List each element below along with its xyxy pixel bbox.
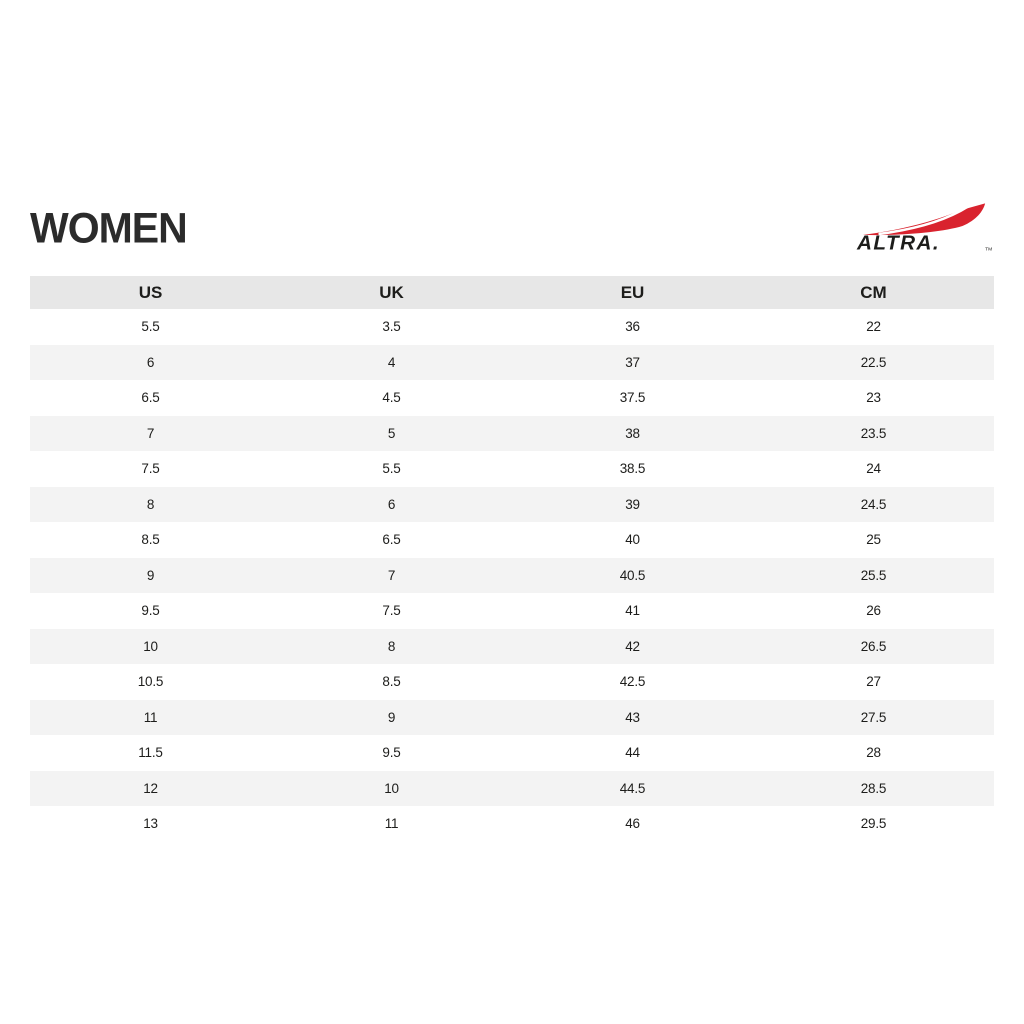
size-cell-eu: 42.5 [619, 674, 646, 690]
altra-trademark: TM [985, 247, 992, 253]
size-cell-uk: 7.5 [382, 603, 401, 619]
table-row: 5.5 3.5 36 22 [30, 309, 994, 345]
size-cell-cm: 25.5 [753, 557, 994, 593]
size-table-body: 5.5 3.5 36 22 6 4 37 22.5 6.5 4.5 37.5 23 7 5 38 23.5 7.… [30, 309, 994, 842]
size-cell-cm: 27.5 [753, 699, 994, 735]
table-row: 8 6 39 24.5 [30, 486, 994, 522]
table-row: 11.5 9.5 44 28 [30, 735, 994, 771]
size-cell-us: 7.5 [141, 461, 160, 477]
size-cell-eu: 42 [512, 628, 753, 664]
table-row: 10 8 42 26.5 [30, 628, 994, 664]
size-cell-us: 9.5 [141, 603, 160, 619]
size-cell-eu: 46 [625, 816, 640, 832]
size-cell-cm: 28.5 [753, 770, 994, 806]
size-cell-eu: 38 [512, 415, 753, 451]
size-cell-uk: 9 [271, 699, 512, 735]
size-cell-uk: 5.5 [382, 461, 401, 477]
size-cell-us: 10.5 [137, 674, 164, 690]
size-cell-us: 7 [30, 415, 271, 451]
size-cell-eu: 39 [512, 486, 753, 522]
table-row: 6 4 37 22.5 [30, 344, 994, 380]
size-cell-us: 8 [30, 486, 271, 522]
size-cell-uk: 6 [271, 486, 512, 522]
size-cell-us: 11 [30, 699, 271, 735]
size-cell-uk: 7 [271, 557, 512, 593]
size-cell-uk: 8.5 [382, 674, 401, 690]
size-cell-uk: 10 [271, 770, 512, 806]
size-cell-us: 6 [30, 344, 271, 380]
size-cell-cm: 23.5 [753, 415, 994, 451]
table-row: 6.5 4.5 37.5 23 [30, 380, 994, 416]
size-cell-cm: 23 [866, 390, 881, 406]
size-cell-cm: 26.5 [753, 628, 994, 664]
size-cell-us: 9 [30, 557, 271, 593]
size-cell-us: 10 [30, 628, 271, 664]
size-cell-cm: 24 [866, 461, 881, 477]
size-cell-cm: 24.5 [753, 486, 994, 522]
table-row: 11 9 43 27.5 [30, 699, 994, 735]
size-conversion-table: US UK EU CM 5.5 3.5 36 22 6 4 37 22.5 6.5 4.5 37.5 23 7… [30, 276, 994, 842]
size-cell-cm: 29.5 [860, 816, 887, 832]
size-cell-us: 5.5 [141, 319, 160, 335]
size-cell-cm: 26 [866, 603, 881, 619]
size-cell-eu: 37 [512, 344, 753, 380]
size-cell-uk: 3.5 [382, 319, 401, 335]
size-cell-us: 11.5 [138, 745, 163, 761]
size-cell-us: 12 [30, 770, 271, 806]
size-cell-eu: 41 [625, 603, 640, 619]
size-cell-eu: 36 [625, 319, 640, 335]
altra-logo: ALTRA. TM [856, 203, 992, 254]
size-table-head: US UK EU CM [30, 276, 994, 309]
size-cell-cm: 22 [866, 319, 881, 335]
column-header-uk: UK [271, 276, 512, 309]
table-row: 13 11 46 29.5 [30, 806, 994, 842]
size-cell-cm: 22.5 [753, 344, 994, 380]
size-cell-uk: 5 [271, 415, 512, 451]
chart-header: WOMEN ALTRA. TM [30, 203, 994, 254]
size-cell-us: 13 [143, 816, 158, 832]
table-row: 10.5 8.5 42.5 27 [30, 664, 994, 700]
table-row: 12 10 44.5 28.5 [30, 770, 994, 806]
size-cell-uk: 4 [271, 344, 512, 380]
column-header-cm: CM [753, 276, 994, 309]
size-cell-eu: 44.5 [512, 770, 753, 806]
altra-wordmark: ALTRA. [856, 232, 940, 254]
column-header-us: US [30, 276, 271, 309]
column-header-eu: EU [512, 276, 753, 309]
size-cell-us: 6.5 [141, 390, 160, 406]
size-cell-uk: 4.5 [382, 390, 401, 406]
size-cell-uk: 6.5 [382, 532, 401, 548]
altra-swoosh-icon [862, 203, 986, 236]
size-cell-eu: 38.5 [619, 461, 646, 477]
table-row: 7 5 38 23.5 [30, 415, 994, 451]
table-row: 9 7 40.5 25.5 [30, 557, 994, 593]
size-cell-cm: 28 [866, 745, 881, 761]
table-header-row: US UK EU CM [30, 276, 994, 309]
size-cell-uk: 8 [271, 628, 512, 664]
size-cell-eu: 37.5 [619, 390, 646, 406]
page-title: WOMEN [30, 203, 188, 252]
size-cell-uk: 11 [384, 816, 399, 832]
size-cell-us: 8.5 [141, 532, 160, 548]
size-cell-eu: 43 [512, 699, 753, 735]
size-cell-uk: 9.5 [382, 745, 401, 761]
size-cell-eu: 40.5 [512, 557, 753, 593]
size-cell-eu: 40 [625, 532, 640, 548]
size-cell-cm: 25 [866, 532, 881, 548]
size-cell-cm: 27 [866, 674, 881, 690]
table-row: 8.5 6.5 40 25 [30, 522, 994, 558]
table-row: 9.5 7.5 41 26 [30, 593, 994, 629]
size-cell-eu: 44 [625, 745, 640, 761]
table-row: 7.5 5.5 38.5 24 [30, 451, 994, 487]
